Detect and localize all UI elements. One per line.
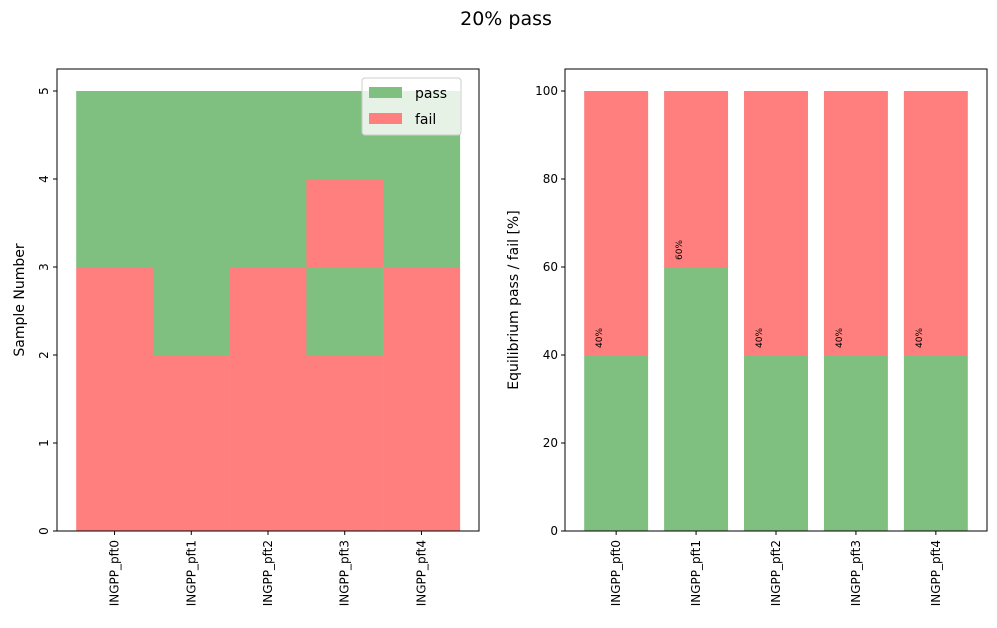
x-tick-label: INGPP_pft0 — [609, 540, 623, 606]
y-tick-label: 40 — [543, 348, 558, 362]
left-chart: INGPP_pft0 INGPP_pft1 INGPP_pft2 INGPP_pft3… — [12, 68, 480, 606]
x-tick-label: INGPP_pft2 — [769, 540, 783, 606]
pass-bar — [584, 355, 649, 531]
y-tick-label: 5 — [37, 87, 51, 95]
fail-bar — [744, 91, 808, 355]
status-cell — [306, 179, 384, 268]
y-tick-label: 4 — [37, 175, 51, 183]
status-cell — [76, 355, 154, 444]
status-cell — [152, 443, 230, 532]
bar-data-label: 40% — [915, 328, 925, 348]
status-cell — [229, 355, 307, 444]
bar-data-label: 40% — [835, 328, 845, 348]
status-cell — [229, 179, 307, 268]
status-cell — [76, 91, 154, 180]
y-tick-label: 80 — [543, 172, 558, 186]
y-tick-label: 100 — [535, 84, 558, 98]
x-tick-label: INGPP_pft1 — [689, 540, 703, 606]
y-tick-label: 0 — [37, 527, 51, 535]
fail-bar — [584, 91, 649, 355]
right-ticks: INGPP_pft0 INGPP_pft1 INGPP_pft2 INGPP_pft3… — [535, 84, 943, 606]
status-cell — [306, 267, 384, 356]
right-plot-area: 40% 60% 40% 40% 40% — [584, 91, 968, 531]
pass-bar — [903, 355, 968, 531]
legend-label-fail: fail — [415, 112, 436, 128]
status-cell — [383, 267, 461, 356]
x-tick-label: INGPP_pft1 — [184, 540, 198, 606]
bar-data-label: 40% — [595, 328, 605, 348]
status-cell — [229, 443, 307, 532]
legend-swatch-fail — [369, 113, 402, 124]
legend-label-pass: pass — [415, 86, 447, 102]
status-cell — [306, 355, 384, 444]
legend-swatch-pass — [369, 87, 402, 98]
y-tick-label: 0 — [550, 524, 558, 538]
left-plot-area — [76, 91, 461, 532]
status-cell — [76, 267, 154, 356]
status-cell — [76, 179, 154, 268]
status-cell — [152, 179, 230, 268]
status-cell — [152, 91, 230, 180]
pass-bar — [664, 267, 729, 531]
bar-data-label: 40% — [755, 328, 765, 348]
x-tick-label: INGPP_pft3 — [338, 540, 352, 606]
status-cell — [152, 267, 230, 356]
y-tick-label: 3 — [37, 263, 51, 271]
status-cell — [383, 179, 461, 268]
x-tick-label: INGPP_pft4 — [929, 540, 943, 606]
legend: pass fail — [361, 77, 462, 136]
fail-bar — [823, 91, 888, 355]
status-cell — [152, 355, 230, 444]
x-tick-label: INGPP_pft3 — [849, 540, 863, 606]
x-tick-label: INGPP_pft2 — [261, 540, 275, 606]
status-cell — [306, 443, 384, 532]
x-tick-label: INGPP_pft4 — [414, 540, 428, 606]
fail-bar — [903, 91, 968, 355]
status-cell — [76, 443, 154, 532]
status-cell — [383, 355, 461, 444]
figure-suptitle: 20% pass — [460, 8, 552, 30]
y-tick-label: 60 — [543, 260, 558, 274]
right-y-axis-label: Equilibrium pass / fail [%] — [506, 210, 522, 389]
bar-data-label: 60% — [675, 240, 685, 260]
left-y-axis-label: Sample Number — [12, 243, 28, 356]
right-chart: 40%60%40% 40% 40% INGPP_pft0 INGPP_pft1 INGP… — [506, 68, 988, 606]
y-tick-label: 1 — [37, 439, 51, 447]
left-ticks: INGPP_pft0 INGPP_pft1 INGPP_pft2 INGPP_pft3… — [37, 87, 428, 606]
x-tick-label: INGPP_pft0 — [108, 540, 122, 606]
status-cell — [383, 443, 461, 532]
pass-bar — [744, 355, 808, 531]
status-cell — [229, 267, 307, 356]
fail-bar — [664, 91, 729, 267]
status-cell — [229, 91, 307, 180]
pass-bar — [823, 355, 888, 531]
y-tick-label: 2 — [37, 351, 51, 359]
y-tick-label: 20 — [543, 436, 558, 450]
